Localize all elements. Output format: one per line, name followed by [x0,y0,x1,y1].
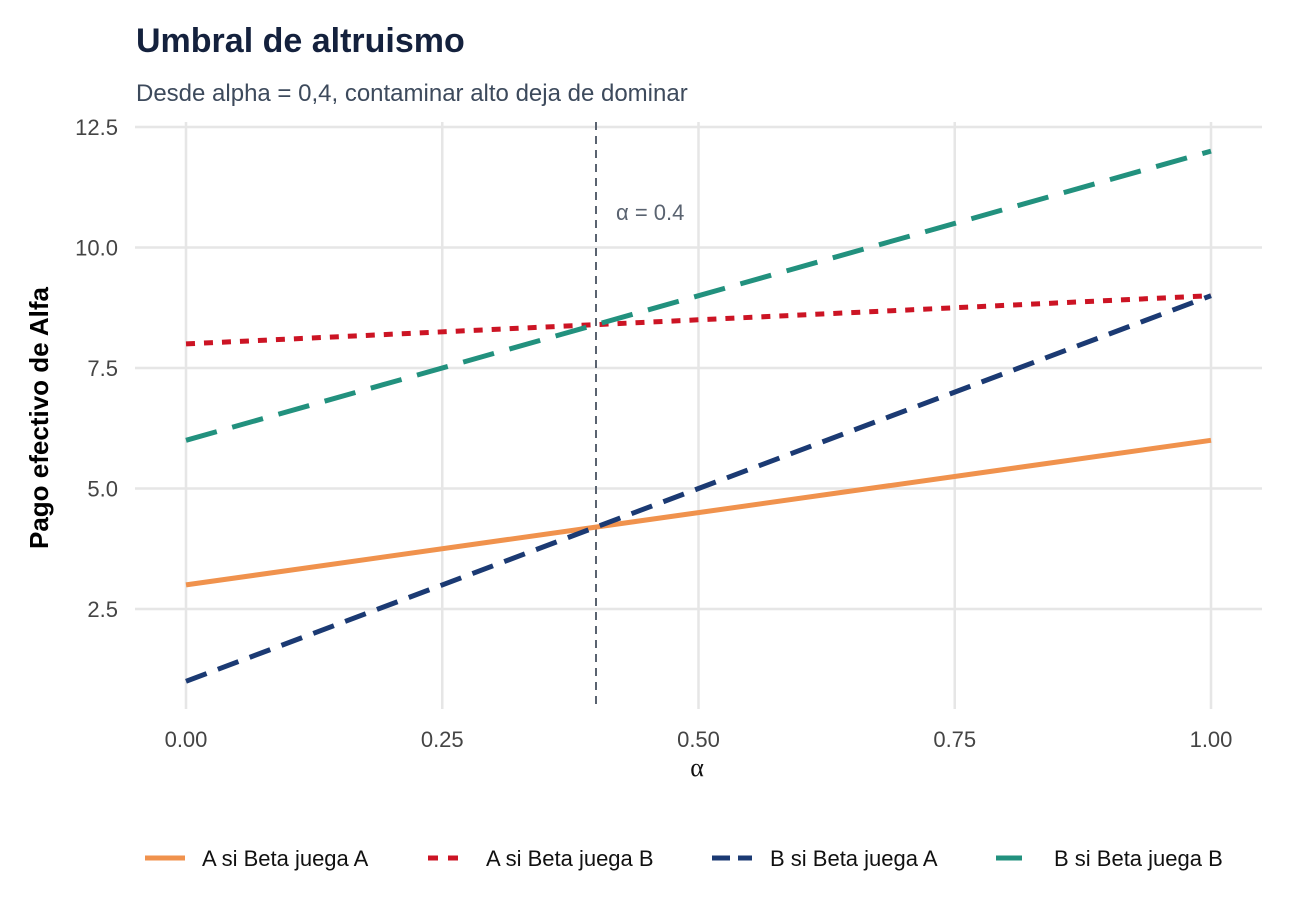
legend-label: B si Beta juega B [1054,846,1223,871]
y-tick-label: 12.5 [75,115,118,140]
grid-lines [135,122,1262,709]
y-tick-label: 10.0 [75,236,118,261]
y-tick-label: 2.5 [87,597,118,622]
x-tick-labels: 0.00 0.25 0.50 0.75 1.00 [165,727,1233,752]
y-tick-label: 5.0 [87,477,118,502]
chart-subtitle: Desde alpha = 0,4, contaminar alto deja … [136,80,688,107]
x-tick-label: 0.25 [421,727,464,752]
legend-label: A si Beta juega B [486,846,654,871]
legend-label: B si Beta juega A [770,846,938,871]
x-tick-label: 0.75 [933,727,976,752]
y-axis-label: Pago efectivo de Alfa [24,286,54,549]
y-tick-label: 7.5 [87,356,118,381]
series-line [185,437,1212,588]
legend-label: A si Beta juega A [202,846,369,871]
x-tick-label: 0.50 [677,727,720,752]
chart-title: Umbral de altruismo [136,22,465,60]
x-axis-label: α [690,753,704,782]
y-tick-labels: 2.5 5.0 7.5 10.0 12.5 [75,115,118,622]
x-tick-label: 0.00 [165,727,208,752]
series-line [185,293,1212,684]
series-line [185,148,1212,443]
x-tick-label: 1.00 [1190,727,1233,752]
legend: A si Beta juega A A si Beta juega B B si B… [145,846,1223,871]
threshold-annotation: α = 0.4 [616,200,684,225]
series-lines [185,148,1212,684]
